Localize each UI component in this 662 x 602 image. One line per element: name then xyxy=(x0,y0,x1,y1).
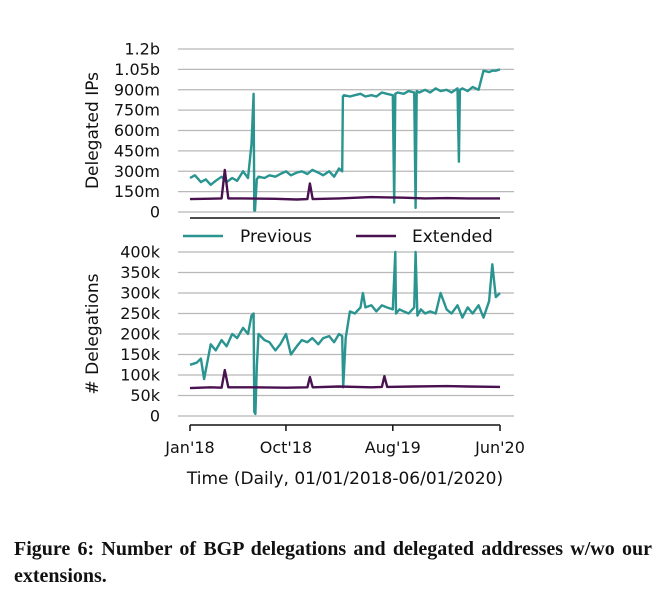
delegated-ips-ytick-label: 750m xyxy=(114,101,160,120)
figure-caption: Figure 6: Number of BGP delegations and … xyxy=(14,538,652,587)
legend-label-extended: Extended xyxy=(412,227,493,247)
delegations-ytick-label: 300k xyxy=(120,284,161,303)
delegations-ytick-label: 150k xyxy=(120,345,161,364)
x-tick-label: Jun'20 xyxy=(474,438,525,457)
delegated-ips-ylabel: Delegated IPs xyxy=(83,72,103,189)
x-tick-label: Jan'18 xyxy=(164,438,214,457)
delegated-ips-ytick-label: 1.2b xyxy=(124,40,160,59)
x-axis-title: Time (Daily, 01/01/2018-06/01/2020) xyxy=(186,469,503,489)
delegations-ytick-label: 50k xyxy=(130,386,160,405)
delegations-ytick-label: 0 xyxy=(150,407,160,426)
delegated-ips-series-previous xyxy=(189,68,501,212)
delegated-ips-ytick-label: 600m xyxy=(114,121,160,140)
delegations-series-previous xyxy=(189,250,501,416)
delegations-ytick-label: 100k xyxy=(120,366,161,385)
delegations-series-extended xyxy=(189,368,501,390)
delegated-ips-ytick-label: 1.05b xyxy=(114,60,160,79)
delegated-ips-ytick-label: 300m xyxy=(114,162,160,181)
delegated-ips-ytick-label: 0 xyxy=(150,203,160,222)
delegated-ips-series-extended xyxy=(189,168,500,201)
delegated-ips-ytick-label: 900m xyxy=(114,80,160,99)
delegations-ytick-label: 250k xyxy=(120,304,161,323)
delegations-ylabel: # Delegations xyxy=(83,273,103,394)
x-tick-label: Oct'18 xyxy=(260,438,312,457)
delegated-ips-ytick-label: 450m xyxy=(114,141,160,160)
delegated-ips-ytick-label: 150m xyxy=(114,182,160,201)
chart-legend: Previous Extended xyxy=(183,227,493,247)
delegations-ytick-label: 200k xyxy=(120,325,161,344)
delegations-ytick-label: 350k xyxy=(120,263,161,282)
x-tick-label: Aug'19 xyxy=(365,438,421,457)
legend-label-previous: Previous xyxy=(240,227,312,247)
delegations-ytick-label: 400k xyxy=(120,243,161,262)
